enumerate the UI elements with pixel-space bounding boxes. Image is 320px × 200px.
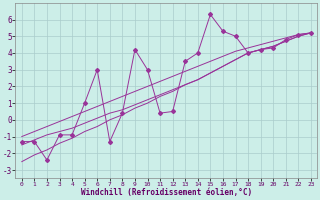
X-axis label: Windchill (Refroidissement éolien,°C): Windchill (Refroidissement éolien,°C) (81, 188, 252, 197)
